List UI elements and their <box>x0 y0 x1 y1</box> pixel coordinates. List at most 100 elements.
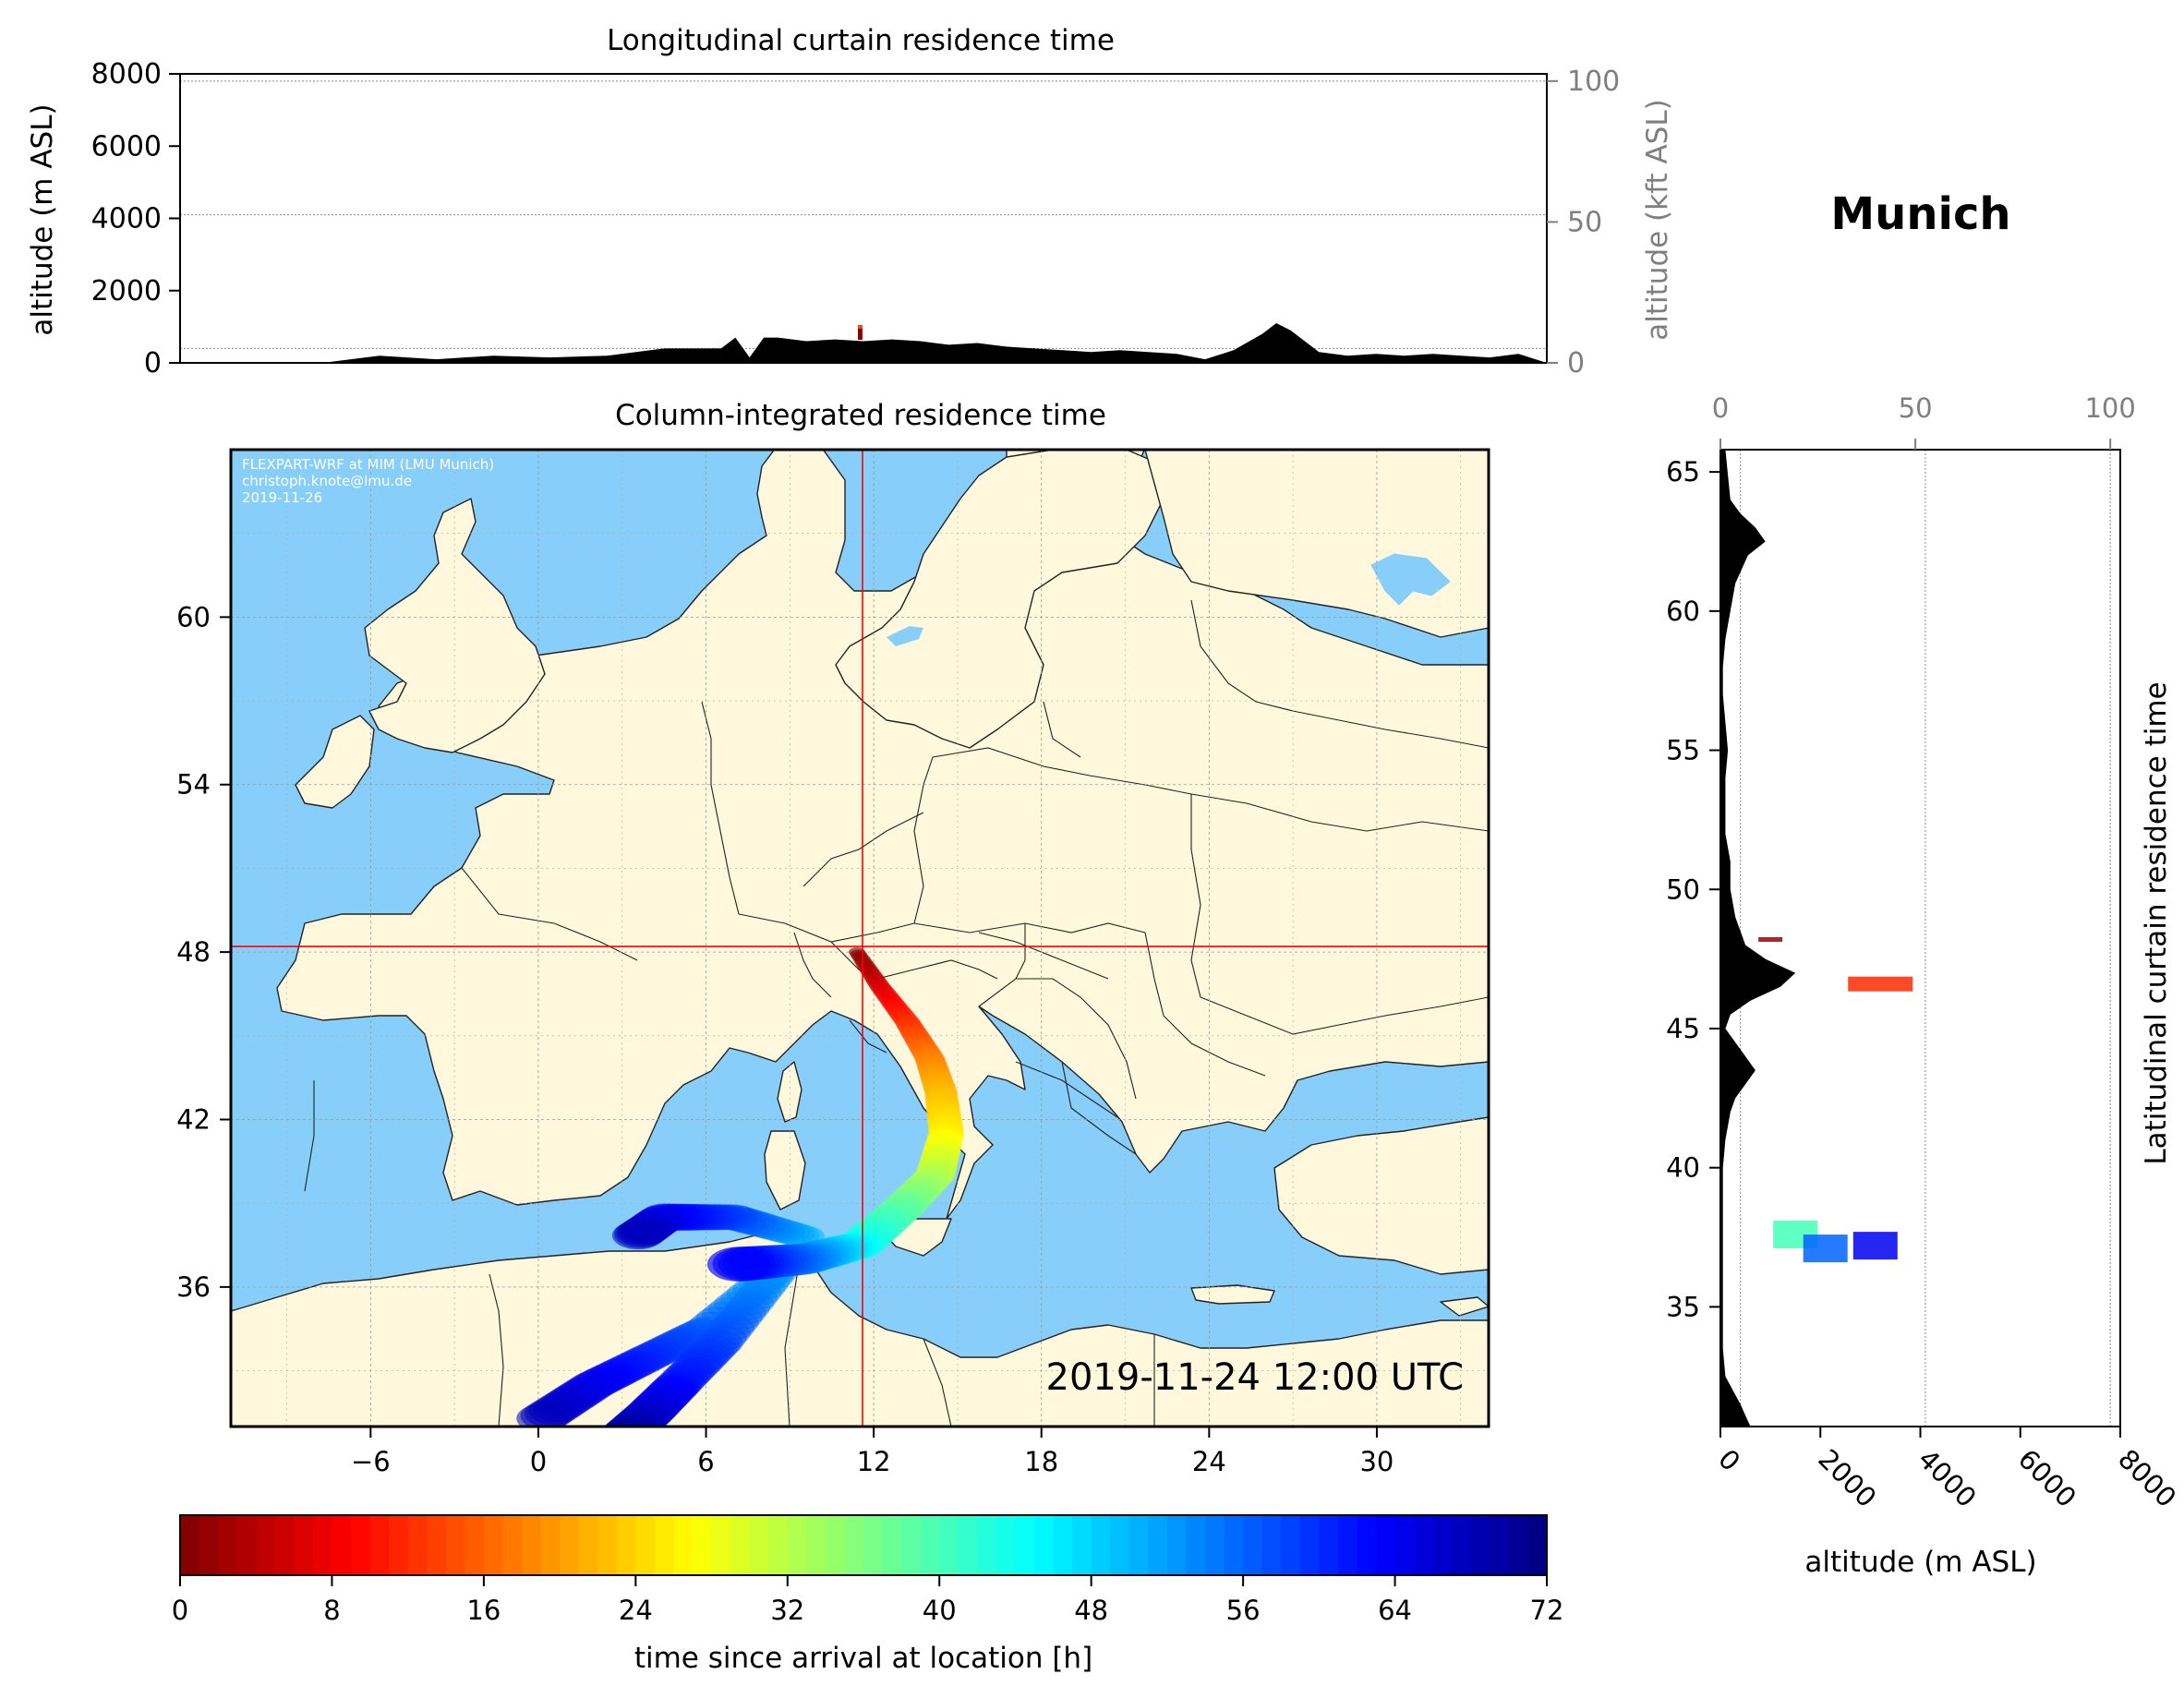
top-axes-frame <box>179 73 1548 364</box>
colorbar-cell <box>882 1515 902 1575</box>
colorbar-cell <box>540 1515 561 1575</box>
land-cyprus <box>1440 1296 1489 1317</box>
side-xticks: 0 2000 4000 6000 8000 <box>1712 1427 2182 1513</box>
top-ytick-label: 6000 <box>91 130 162 163</box>
colorbar-cell <box>199 1515 219 1575</box>
colorbar-cell <box>1470 1515 1490 1575</box>
colorbar-cell <box>995 1515 1017 1575</box>
side-ytick-label: 35 <box>1666 1291 1700 1322</box>
side-ytick-label: 65 <box>1666 456 1700 488</box>
credit-line-3: 2019-11-26 <box>242 489 322 506</box>
colorbar-cell <box>1091 1515 1111 1575</box>
map-title: Column-integrated residence time <box>615 399 1106 432</box>
side-xtick-top-label: 100 <box>2084 392 2135 424</box>
map-xtick-label: 12 <box>857 1446 891 1477</box>
top-yticks: 0 2000 4000 6000 8000 <box>91 58 180 379</box>
plume-branch-mark <box>516 1403 569 1427</box>
colorbar-tick-label: 24 <box>619 1595 653 1626</box>
colorbar-cell <box>1205 1515 1225 1575</box>
colorbar-cell <box>1148 1515 1168 1575</box>
colorbar-cell <box>312 1515 333 1575</box>
top-ytick-right-label: 50 <box>1567 206 1602 238</box>
top-ylabel: altitude (m ASL) <box>26 103 59 335</box>
colorbar-cell <box>1490 1515 1510 1575</box>
plume-core-mark <box>706 1246 771 1283</box>
colorbar-ticks: 0 8 16 24 32 40 48 56 64 72 <box>172 1575 1564 1626</box>
map-ytick-label: 54 <box>176 769 211 801</box>
colorbar-cell <box>1394 1515 1415 1575</box>
colorbar-cell <box>768 1515 789 1575</box>
colorbar-cell <box>445 1515 465 1575</box>
lake-ladoga <box>1370 553 1451 606</box>
colorbar-cell <box>654 1515 675 1575</box>
colorbar-cell <box>560 1515 580 1575</box>
colorbar-cell <box>294 1515 314 1575</box>
colorbar-cell <box>749 1515 769 1575</box>
map-yticks: 36 42 48 54 60 <box>176 601 231 1303</box>
location-label: Munich <box>1830 188 2010 240</box>
colorbar-cell <box>901 1515 922 1575</box>
top-yticks-right: 0 50 100 <box>1547 66 1620 379</box>
colorbar-cell <box>1243 1515 1263 1575</box>
colorbar-cell <box>274 1515 295 1575</box>
colorbar-cell <box>1072 1515 1092 1575</box>
side-xtick-top-label: 50 <box>1899 392 1933 424</box>
colorbar-cell <box>635 1515 656 1575</box>
colorbar-cell <box>1186 1515 1206 1575</box>
colorbar-cell <box>1452 1515 1472 1575</box>
colorbar-cell <box>1224 1515 1244 1575</box>
colorbar-cell <box>787 1515 807 1575</box>
side-residence-blob <box>1852 1232 1898 1260</box>
longitudinal-curtain-title: Longitudinal curtain residence time <box>607 24 1115 57</box>
top-ytick-label: 4000 <box>91 203 162 235</box>
colorbar-cell <box>1337 1515 1358 1575</box>
colorbar-cell <box>351 1515 371 1575</box>
colorbar-cell <box>1110 1515 1130 1575</box>
colorbar-cell <box>256 1515 276 1575</box>
colorbar-cells <box>180 1515 1548 1575</box>
latitudinal-curtain-panel: 0 2000 4000 6000 8000 0 50 100 35404550556065 … <box>1666 392 2182 1579</box>
colorbar-cell <box>730 1515 751 1575</box>
colorbar-tick-label: 72 <box>1530 1595 1564 1626</box>
colorbar-cell <box>1508 1515 1529 1575</box>
land-sardinia <box>764 1130 806 1210</box>
colorbar-cell <box>825 1515 846 1575</box>
side-gridlines <box>1740 450 2111 1427</box>
colorbar-cell <box>1053 1515 1073 1575</box>
colorbar-label: time since arrival at location [h] <box>634 1642 1092 1675</box>
colorbar-cell <box>427 1515 447 1575</box>
residence-time-plume <box>516 947 965 1427</box>
longitudinal-curtain-panel: Longitudinal curtain residence time 0 200… <box>26 24 1674 379</box>
colorbar-cell <box>502 1515 523 1575</box>
colorbar-cell <box>1281 1515 1301 1575</box>
plume-branch-mark <box>611 1221 665 1250</box>
side-xtick-top-label: 0 <box>1712 392 1729 424</box>
side-ytick-label: 40 <box>1666 1152 1700 1184</box>
colorbar-cell <box>1015 1515 1035 1575</box>
side-residence-blob <box>1848 976 1913 992</box>
top-marker <box>858 325 863 340</box>
map-xtick-label: 18 <box>1024 1446 1058 1477</box>
side-ytick-label: 50 <box>1666 873 1700 905</box>
colorbar-cell <box>1299 1515 1320 1575</box>
credit-line-1: FLEXPART-WRF at MIM (LMU Munich) <box>242 456 494 473</box>
side-xtick-label: 2000 <box>1812 1443 1882 1513</box>
colorbar-cell <box>616 1515 636 1575</box>
top-gridlines <box>180 80 1547 349</box>
side-ytick-label: 45 <box>1666 1013 1700 1044</box>
colorbar-cell <box>522 1515 542 1575</box>
colorbar-cell <box>1527 1515 1548 1575</box>
colorbar-cell <box>369 1515 390 1575</box>
side-ytick-label: 55 <box>1666 735 1700 766</box>
colorbar-tick-label: 64 <box>1378 1595 1412 1626</box>
colorbar: 0 8 16 24 32 40 48 56 64 72 time since arrival at… <box>172 1514 1564 1675</box>
colorbar-cell <box>483 1515 504 1575</box>
colorbar-cell <box>1432 1515 1453 1575</box>
map-xtick-label: 24 <box>1192 1446 1226 1477</box>
colorbar-cell <box>863 1515 884 1575</box>
top-ytick-label: 2000 <box>91 275 162 307</box>
colorbar-cell <box>332 1515 352 1575</box>
colorbar-tick-label: 0 <box>172 1595 188 1626</box>
colorbar-cell <box>1414 1515 1434 1575</box>
colorbar-tick-label: 48 <box>1074 1595 1108 1626</box>
